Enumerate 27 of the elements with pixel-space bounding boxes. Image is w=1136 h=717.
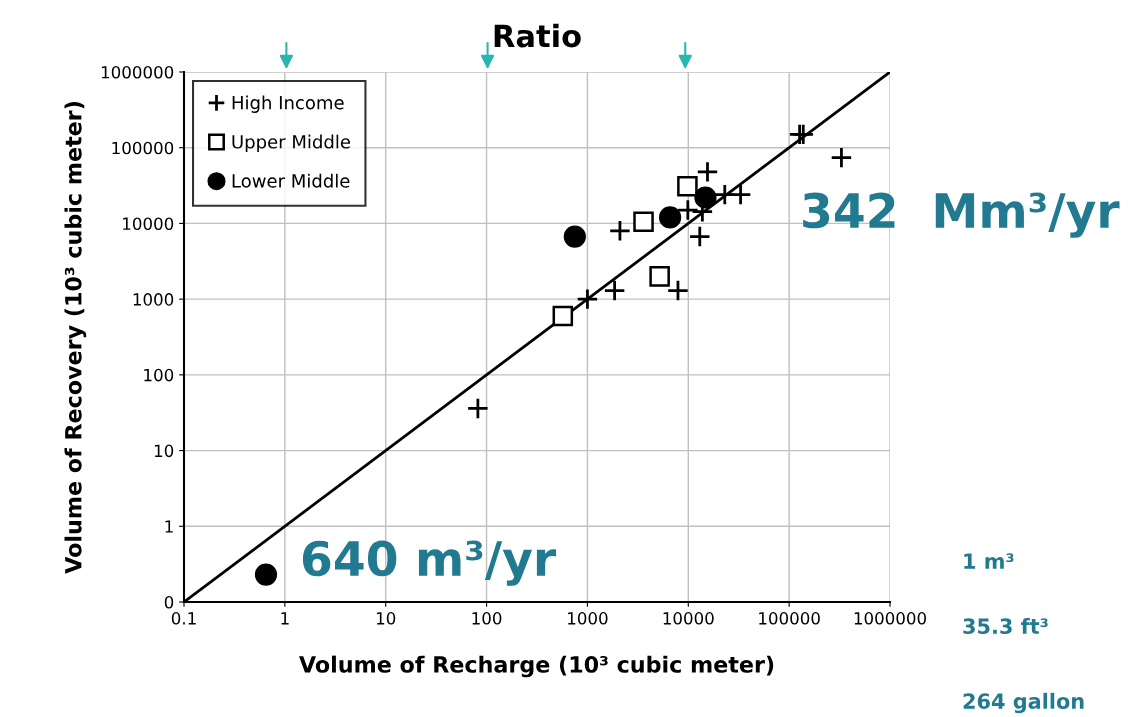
x-tick-label: 10 xyxy=(376,612,396,625)
y-tick-label: 0 xyxy=(164,595,174,609)
text: 35.3 ft³ xyxy=(963,617,1048,635)
y-tick-label: 100 xyxy=(144,368,174,382)
x-tick-label: 1000000 xyxy=(854,612,927,625)
y-tick-label: 1 xyxy=(165,520,173,533)
annotation: 640 m³/yr xyxy=(302,540,557,586)
legend-label: High Income xyxy=(232,95,344,113)
y-tick-label: 10000 xyxy=(123,217,174,230)
text: 264 gallon xyxy=(963,692,1084,714)
x-tick-label: 10000 xyxy=(663,612,714,625)
annotation: 342 Mm³/yr xyxy=(803,192,1120,238)
x-tick-label: 1 xyxy=(281,612,289,625)
text: 1 m³ xyxy=(964,553,1014,569)
y-tick-label: 1000 xyxy=(133,293,174,306)
x-tick-label: 1000 xyxy=(568,612,608,625)
x-tick-label: 100000 xyxy=(759,612,820,625)
x-axis-title: Volume of Recharge (10³ cubic meter) xyxy=(299,655,774,678)
x-tick-label: 100 xyxy=(472,612,502,625)
legend-label: Upper Middle xyxy=(232,134,351,153)
legend-label: Lower Middle xyxy=(232,173,350,188)
y-tick-label: 100000 xyxy=(112,141,174,155)
y-axis-title: Volume of Recovery (10³ cubic meter) xyxy=(64,102,87,574)
chart-title: Ratio xyxy=(494,23,581,48)
y-tick-label: 10 xyxy=(154,444,174,458)
x-tick-label: 0.1 xyxy=(171,612,196,625)
y-tick-label: 1000000 xyxy=(101,65,174,79)
